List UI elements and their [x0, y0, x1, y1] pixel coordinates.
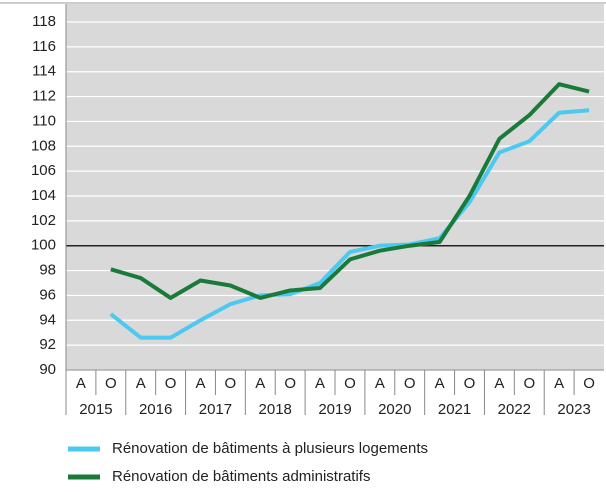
- x-tick-label: A: [494, 375, 504, 392]
- line-series: [110, 82, 590, 300]
- year-label: 2019: [318, 401, 351, 418]
- y-tick-label: 108: [31, 137, 56, 154]
- x-tick-label: A: [554, 375, 564, 392]
- x-tick-label: O: [344, 375, 356, 392]
- y-tick-label: 100: [31, 237, 56, 254]
- x-tick-label: A: [195, 375, 205, 392]
- y-tick-label: 116: [32, 38, 56, 55]
- y-tick-label: 112: [32, 88, 56, 105]
- plot-background: [66, 4, 604, 370]
- x-tick-label: O: [165, 375, 177, 392]
- y-tick-label: 96: [39, 286, 56, 303]
- year-label: 2022: [498, 401, 531, 418]
- legend-label: Rénovation de bâtiments administratifs: [112, 468, 370, 485]
- x-tick-label: A: [76, 375, 86, 392]
- x-tick-label: O: [105, 375, 117, 392]
- x-tick-label: O: [225, 375, 237, 392]
- y-tick-label: 92: [39, 336, 56, 353]
- line-series: [109, 108, 590, 340]
- y-tick-label: 98: [39, 262, 56, 279]
- y-tick-label: 104: [31, 187, 56, 204]
- year-label: 2018: [259, 401, 292, 418]
- x-tick-label: A: [136, 375, 146, 392]
- year-label: 2017: [199, 401, 232, 418]
- x-tick-label: O: [523, 375, 535, 392]
- x-tick-label: O: [583, 375, 595, 392]
- legend-label: Rénovation de bâtiments à plusieurs loge…: [112, 440, 428, 457]
- x-tick-label: A: [435, 375, 445, 392]
- y-tick-label: 110: [32, 112, 56, 129]
- x-tick-label: A: [375, 375, 385, 392]
- year-label: 2023: [557, 401, 590, 418]
- y-tick-label: 90: [39, 361, 56, 378]
- x-tick-label: A: [315, 375, 325, 392]
- x-tick-label: A: [255, 375, 265, 392]
- year-label: 2021: [438, 401, 471, 418]
- y-tick-label: 118: [32, 13, 56, 30]
- x-tick-label: O: [284, 375, 296, 392]
- x-tick-label: O: [464, 375, 476, 392]
- year-label: 2015: [79, 401, 112, 418]
- y-tick-label: 114: [32, 63, 56, 80]
- y-tick-label: 106: [31, 162, 56, 179]
- y-tick-label: 102: [31, 212, 56, 229]
- x-tick-label: O: [404, 375, 416, 392]
- year-label: 2016: [139, 401, 172, 418]
- y-tick-label: 94: [39, 311, 56, 328]
- year-label: 2020: [378, 401, 411, 418]
